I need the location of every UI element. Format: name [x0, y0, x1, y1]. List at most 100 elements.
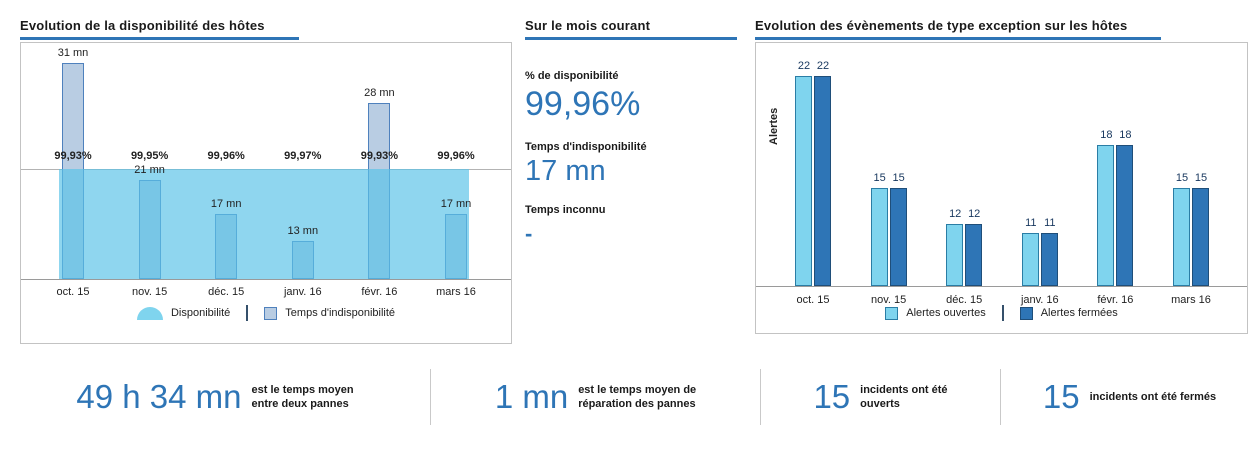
availability-value-label: 99,95% — [130, 150, 169, 162]
closed-alerts-bar — [965, 224, 983, 286]
kpi-desc-line: est le temps moyen de — [578, 384, 697, 396]
availability-legend: Disponibilité Temps d'indisponibilité — [21, 305, 511, 321]
closed-alerts-value-label: 15 — [892, 172, 905, 184]
open-alerts-value-label: 11 — [1025, 217, 1037, 229]
open-alerts-bar — [946, 224, 964, 286]
unknown-time-label: Temps inconnu — [525, 204, 606, 217]
open-alerts-bar — [1021, 233, 1039, 286]
availability-area-swatch — [136, 306, 163, 320]
kpi-desc-line: est le temps moyen — [251, 384, 354, 396]
availability-value-label: 99,96% — [207, 150, 245, 162]
availability-legend-label: Disponibilité — [170, 307, 231, 319]
kpi-desc-line: incidents ont été — [860, 384, 948, 396]
kpi-mtbf-description: est le temps moyen entre deux pannes — [252, 383, 354, 411]
exceptions-panel-title-text: Evolution des évènements de type excepti… — [755, 18, 1162, 40]
availability-value-label: 99,96% — [437, 150, 475, 162]
x-axis-tick-label: déc. 15 — [946, 294, 983, 306]
open-alerts-bar — [1173, 188, 1190, 286]
closed-alerts-value-label: 11 — [1044, 217, 1056, 229]
downtime-value-label: 28 mn — [364, 87, 395, 99]
kpi-row: 49 h 34 mn est le temps moyen entre deux… — [0, 362, 1258, 432]
kpi-mttr-description: est le temps moyen de réparation des pan… — [578, 383, 696, 411]
availability-value-label: 99,97% — [284, 150, 322, 162]
x-axis-tick-label: mars 16 — [1171, 294, 1211, 306]
kpi-desc-line: incidents ont été fermés — [1089, 391, 1217, 403]
kpi-mttr-value: 1 mn — [494, 378, 569, 415]
exceptions-panel: Evolution des évènements de type excepti… — [755, 10, 1248, 334]
open-alerts-value-label: 12 — [949, 208, 962, 220]
availability-plot: 31 mn 99,93% oct. 15 21 mn 99,95% nov. 15 17 m… — [21, 43, 511, 343]
availability-panel: Evolution de la disponibilité des hôtes … — [20, 10, 512, 344]
downtime-value-label: 21 mn — [134, 164, 165, 176]
x-axis-tick-label: nov. 15 — [870, 294, 907, 306]
closed-alerts-bar — [1116, 145, 1134, 286]
exceptions-panel-title: Evolution des évènements de type excepti… — [755, 18, 1248, 40]
x-axis-tick-label: janv. 16 — [283, 286, 322, 298]
availability-panel-title: Evolution de la disponibilité des hôtes — [20, 18, 512, 40]
closed-alerts-bar — [889, 188, 907, 286]
kpi-incidents-opened-description: incidents ont été ouverts — [860, 383, 947, 411]
x-axis-tick-label: févr. 16 — [361, 286, 398, 298]
x-axis-tick-label: oct. 15 — [56, 286, 90, 298]
closed-alerts-legend-label: Alertes fermées — [1040, 307, 1118, 319]
open-alerts-bar — [1097, 145, 1115, 286]
downtime-value-label: 13 mn — [287, 225, 319, 237]
kpi-incidents-opened: 15 incidents ont été ouverts — [760, 369, 1000, 425]
open-alerts-swatch — [885, 306, 899, 320]
x-axis-tick-label: déc. 15 — [208, 286, 245, 298]
open-alerts-bar — [795, 76, 812, 286]
unknown-time-value: - — [525, 221, 533, 247]
kpi-desc-line: entre deux pannes — [251, 398, 349, 410]
availability-percent-value: 99,96% — [525, 85, 641, 123]
closed-alerts-bar — [1192, 188, 1209, 286]
downtime-value: 17 mn — [525, 155, 606, 188]
availability-percent-label: % de disponibilité — [525, 70, 619, 82]
kpi-desc-line: réparation des pannes — [578, 398, 696, 410]
availability-chart: 31 mn 99,93% oct. 15 21 mn 99,95% nov. 15 17 m… — [20, 42, 512, 344]
downtime-legend-label: Temps d'indisponibilité — [285, 307, 396, 319]
closed-alerts-value-label: 22 — [816, 60, 830, 72]
x-axis-tick-label: nov. 15 — [131, 286, 168, 298]
exceptions-plot: 22 22 oct. 15 15 15 nov. 15 12 12 déc. 15 11 11 jan… — [756, 43, 1247, 333]
exceptions-x-axis-line — [756, 286, 1247, 287]
current-month-title: Sur le mois courant — [525, 18, 737, 40]
x-axis-tick-label: mars 16 — [436, 286, 476, 298]
closed-alerts-value-label: 18 — [1119, 129, 1132, 141]
availability-panel-title-text: Evolution de la disponibilité des hôtes — [20, 18, 299, 40]
kpi-incidents-closed-description: incidents ont été fermés — [1090, 390, 1217, 404]
closed-alerts-value-label: 12 — [968, 208, 981, 220]
kpi-mtbf: 49 h 34 mn est le temps moyen entre deux… — [0, 369, 430, 425]
closed-alerts-bar — [814, 76, 831, 286]
kpi-incidents-closed: 15 incidents ont été fermés — [1000, 369, 1258, 425]
x-axis-tick-label: oct. 15 — [796, 294, 830, 306]
downtime-label: Temps d'indisponibilité — [525, 141, 647, 154]
kpi-mtbf-value: 49 h 34 mn — [76, 378, 242, 415]
downtime-value-label: 17 mn — [440, 198, 472, 210]
x-axis-tick-label: janv. 16 — [1020, 294, 1059, 306]
legend-separator — [246, 305, 249, 321]
availability-area — [59, 169, 469, 279]
open-alerts-value-label: 18 — [1100, 129, 1113, 141]
open-alerts-value-label: 15 — [873, 172, 886, 184]
closed-alerts-swatch — [1019, 306, 1033, 320]
current-month-panel: Sur le mois courant % de disponibilité 9… — [525, 10, 737, 246]
open-alerts-value-label: 15 — [1175, 172, 1189, 184]
exceptions-chart: Alertes 22 22 oct. 15 15 15 nov. 15 12 12 déc. 1… — [755, 42, 1248, 334]
legend-separator — [1001, 305, 1004, 321]
closed-alerts-bar — [1040, 233, 1058, 286]
exceptions-legend: Alertes ouvertes Alertes fermées — [756, 305, 1247, 321]
availability-x-axis-line — [21, 279, 511, 280]
kpi-mttr: 1 mn est le temps moyen de réparation de… — [430, 369, 760, 425]
downtime-bar-swatch — [264, 306, 278, 320]
open-alerts-value-label: 22 — [797, 60, 811, 72]
downtime-value-label: 17 mn — [210, 198, 242, 210]
availability-value-label: 99,93% — [360, 150, 399, 162]
downtime-value-label: 31 mn — [57, 47, 89, 59]
availability-value-label: 99,93% — [54, 150, 92, 162]
kpi-incidents-opened-value: 15 — [813, 378, 851, 415]
open-alerts-legend-label: Alertes ouvertes — [906, 307, 986, 319]
open-alerts-bar — [870, 188, 888, 286]
closed-alerts-value-label: 15 — [1194, 172, 1208, 184]
kpi-incidents-closed-value: 15 — [1042, 378, 1080, 415]
